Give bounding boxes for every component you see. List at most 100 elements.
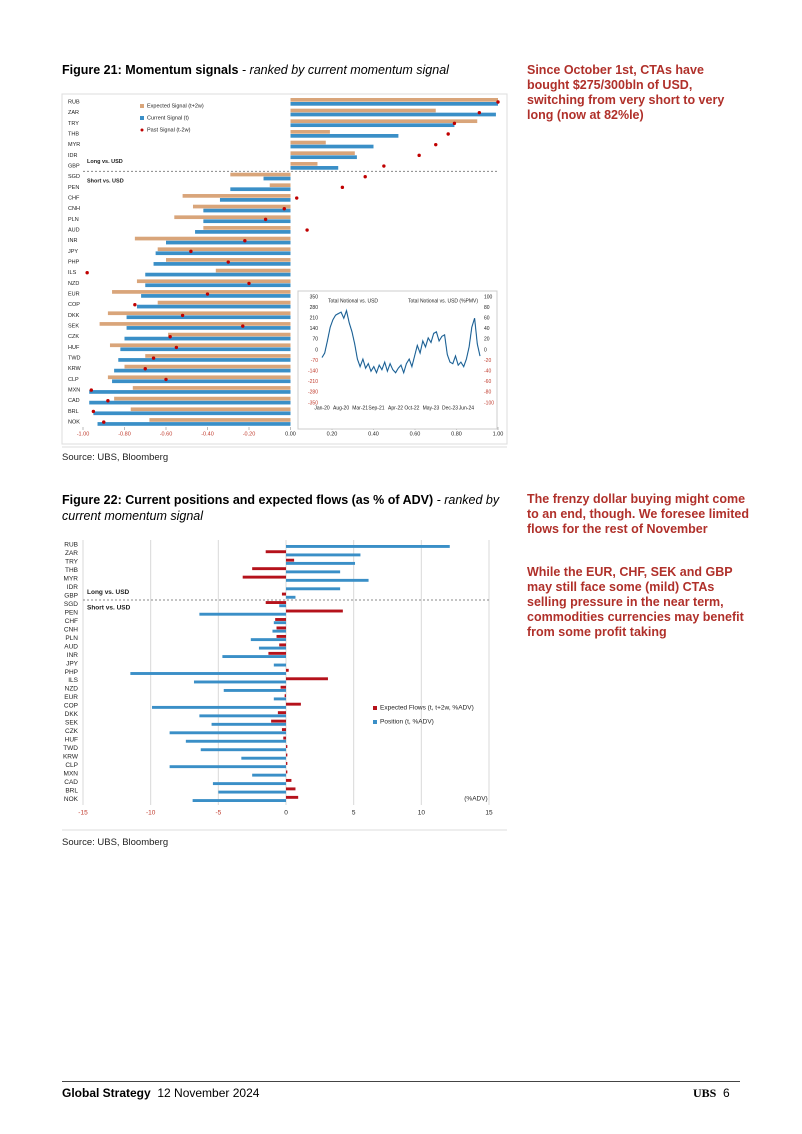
dot bbox=[168, 335, 172, 339]
bar bbox=[268, 651, 286, 655]
bar bbox=[203, 208, 291, 213]
bar bbox=[286, 795, 299, 799]
bar bbox=[275, 618, 286, 621]
dot bbox=[143, 367, 147, 371]
bar bbox=[203, 219, 291, 224]
bar bbox=[286, 595, 296, 599]
bar bbox=[126, 315, 291, 320]
bar bbox=[290, 108, 436, 113]
y-tick-label: CHF bbox=[65, 618, 78, 625]
bar bbox=[286, 609, 343, 613]
legend-label: Expected Signal (t+2w) bbox=[147, 103, 204, 109]
y-tick-label: 280 bbox=[310, 305, 319, 311]
brand: UBS bbox=[693, 1086, 717, 1100]
x-axis-label: (%ADV) bbox=[464, 796, 487, 803]
bar bbox=[211, 722, 286, 726]
dot bbox=[452, 121, 457, 126]
bar bbox=[130, 407, 291, 412]
y-tick-label: 350 bbox=[310, 294, 319, 300]
bar bbox=[169, 765, 286, 769]
y-tick-label: PEN bbox=[68, 185, 79, 191]
bar bbox=[241, 756, 286, 760]
x-tick-label: 5 bbox=[352, 810, 356, 817]
y-tick-label: INR bbox=[67, 652, 79, 659]
y-tick-label: IDR bbox=[68, 153, 78, 159]
bar bbox=[112, 290, 291, 294]
y-tick-label: CAD bbox=[64, 779, 78, 786]
y2-tick-label: 0 bbox=[484, 347, 487, 353]
y-tick-label: NZD bbox=[65, 686, 79, 693]
y-tick-label: TWD bbox=[63, 745, 78, 752]
bar bbox=[258, 646, 286, 650]
bar bbox=[166, 258, 291, 262]
x-tick-label: Jan-20 bbox=[314, 405, 330, 411]
bar bbox=[271, 719, 286, 723]
bar bbox=[126, 326, 291, 330]
y-tick-label: -350 bbox=[308, 400, 318, 406]
bar bbox=[281, 728, 286, 732]
y2-tick-label: -60 bbox=[484, 379, 491, 385]
dot bbox=[226, 260, 230, 264]
y-tick-label: TRY bbox=[65, 559, 79, 566]
y-tick-label: SGD bbox=[64, 601, 78, 608]
bar bbox=[114, 368, 291, 373]
y-tick-label: CLP bbox=[68, 377, 79, 383]
bar bbox=[290, 155, 357, 160]
y-tick-label: 140 bbox=[310, 326, 319, 332]
x-tick-label: 0.20 bbox=[327, 431, 338, 437]
bar bbox=[152, 705, 286, 709]
bar bbox=[290, 112, 496, 117]
title: Figure 22: Current positions and expecte… bbox=[62, 493, 434, 507]
y2-tick-label: -40 bbox=[484, 369, 491, 375]
y2-tick-label: 100 bbox=[484, 294, 493, 300]
bar bbox=[195, 230, 291, 234]
bar bbox=[97, 422, 291, 426]
bar bbox=[230, 172, 291, 177]
x-tick-label: Dec-23 bbox=[442, 405, 458, 411]
bar bbox=[155, 251, 291, 256]
y-tick-label: THB bbox=[65, 567, 78, 574]
x-tick-label: Jun-24 bbox=[459, 405, 475, 411]
bar bbox=[286, 668, 289, 672]
y-tick-label: RUB bbox=[64, 542, 78, 549]
bar bbox=[192, 204, 291, 209]
bar bbox=[109, 343, 291, 348]
bar bbox=[290, 166, 339, 170]
y-tick-label: ZAR bbox=[68, 110, 79, 116]
legend-label: Total Notional vs. USD bbox=[328, 298, 378, 304]
x-tick-label: Oct-22 bbox=[404, 405, 419, 411]
bar bbox=[286, 570, 341, 574]
dot bbox=[382, 164, 386, 168]
bar bbox=[200, 748, 286, 752]
bar bbox=[286, 787, 296, 791]
y-tick-label: CZK bbox=[65, 728, 79, 735]
line bbox=[321, 309, 481, 374]
dot bbox=[189, 249, 193, 254]
y-tick-label: 70 bbox=[312, 337, 318, 343]
bar bbox=[124, 336, 291, 341]
title: Figure 21: Momentum signals bbox=[62, 63, 239, 77]
note: While the EUR, CHF, SEK and GBP may stil… bbox=[527, 565, 744, 639]
bar bbox=[168, 332, 291, 337]
bar bbox=[145, 354, 291, 358]
legend-marker bbox=[373, 720, 377, 724]
figure-title: Figure 22: Current positions and expecte… bbox=[62, 492, 517, 524]
y-tick-label: NOK bbox=[64, 796, 79, 803]
note: Since October 1st, CTAs have bought $275… bbox=[527, 63, 725, 122]
bar bbox=[252, 773, 286, 777]
bar bbox=[223, 688, 286, 692]
bar bbox=[273, 621, 286, 625]
y-tick-label: MXN bbox=[68, 388, 80, 394]
x-tick-label: -0.20 bbox=[243, 431, 256, 437]
bar bbox=[99, 322, 291, 326]
dot bbox=[133, 303, 137, 307]
bar bbox=[157, 300, 291, 305]
y-tick-label: ZAR bbox=[65, 550, 78, 557]
bar bbox=[265, 601, 286, 604]
subtitle: - ranked by current momentum signal bbox=[62, 493, 500, 523]
x-tick-label: -0.40 bbox=[201, 431, 214, 437]
y-tick-label: PLN bbox=[65, 635, 78, 642]
dot bbox=[174, 345, 179, 350]
bar bbox=[136, 279, 291, 284]
x-tick-label: 1.00 bbox=[493, 431, 504, 437]
